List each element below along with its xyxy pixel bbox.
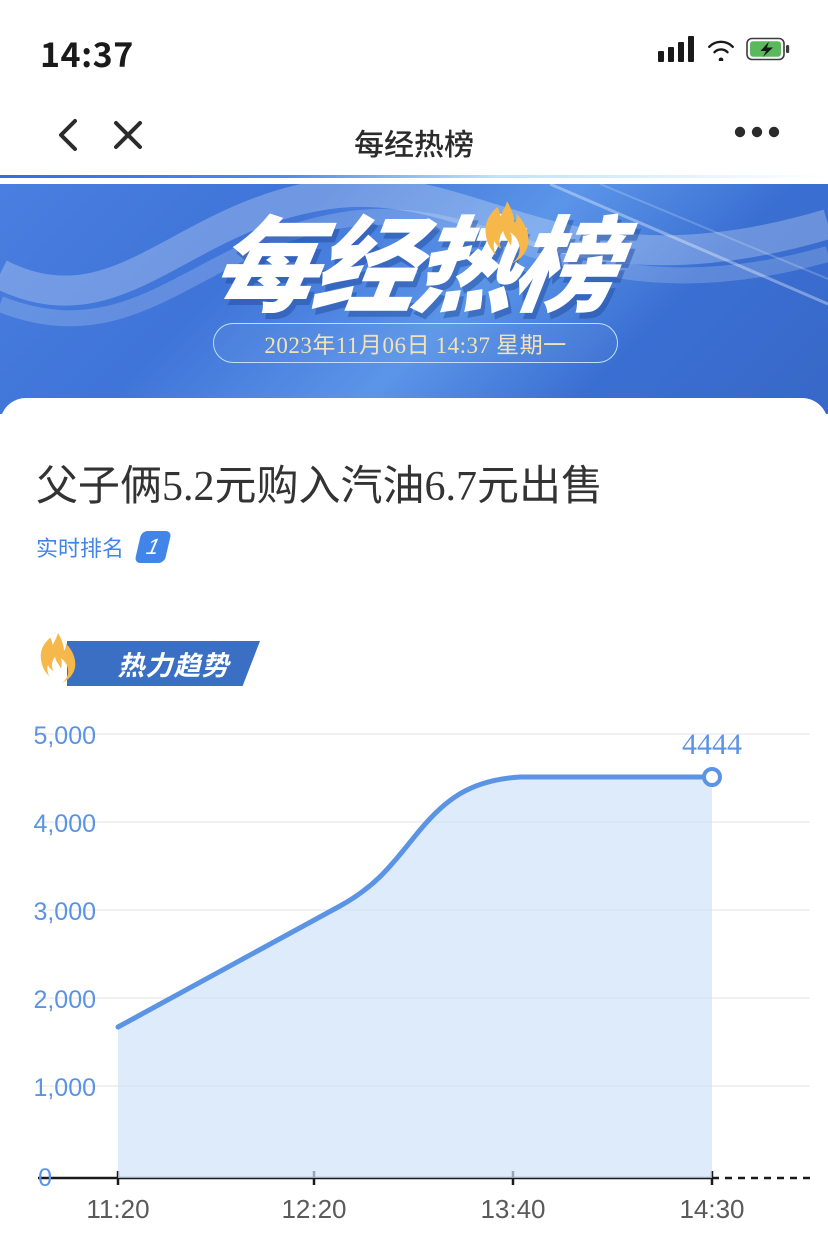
svg-text:2,000: 2,000: [33, 986, 96, 1014]
svg-text:11:20: 11:20: [86, 1194, 149, 1224]
svg-text:4,000: 4,000: [33, 810, 96, 838]
svg-text:4444: 4444: [682, 728, 742, 761]
svg-text:12:20: 12:20: [281, 1194, 346, 1224]
svg-text:0: 0: [38, 1164, 52, 1192]
svg-text:13:40: 13:40: [480, 1194, 545, 1224]
svg-text:1,000: 1,000: [33, 1074, 96, 1102]
svg-text:5,000: 5,000: [33, 722, 96, 750]
svg-text:3,000: 3,000: [33, 898, 96, 926]
svg-text:14:30: 14:30: [679, 1194, 744, 1224]
